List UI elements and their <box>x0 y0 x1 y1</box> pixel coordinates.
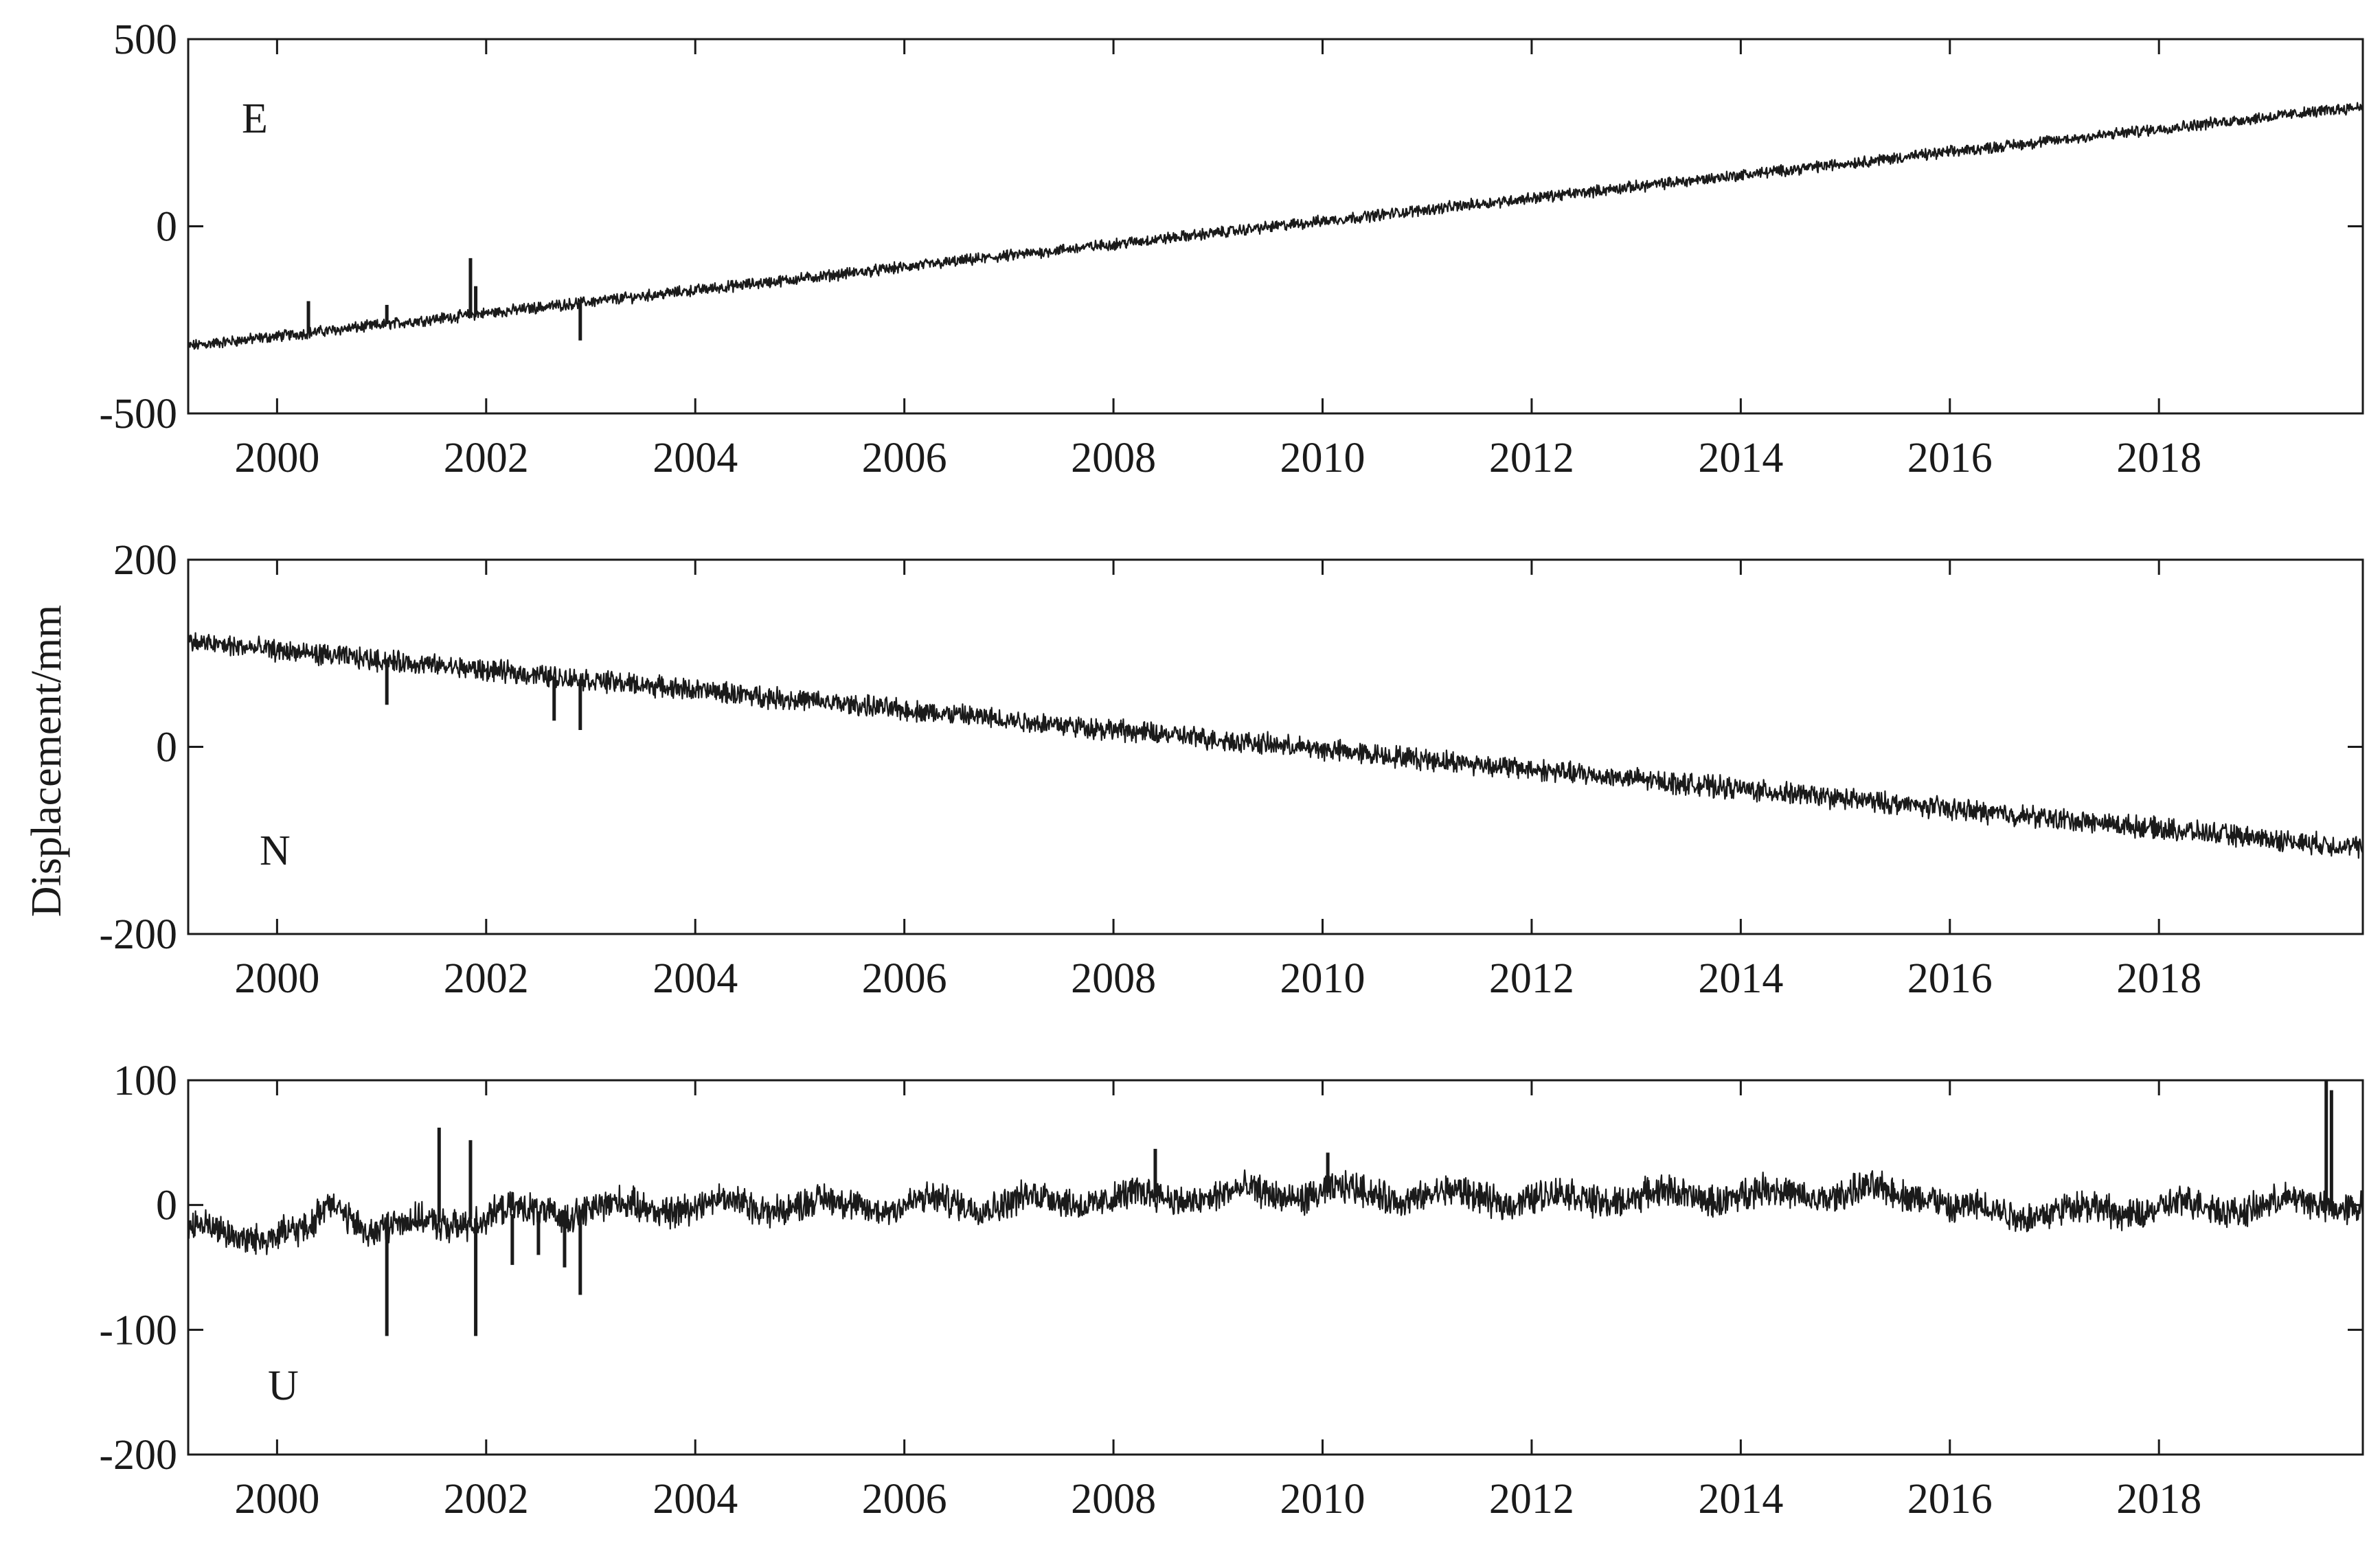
y-ticks <box>188 1079 2363 1456</box>
x-tick-label: 2008 <box>1071 1476 1156 1523</box>
y-tick-label: -200 <box>99 1432 177 1479</box>
x-tick-label: 2014 <box>1698 955 1783 1002</box>
panel-up: 2000 2002 2004 2006 2008 2010 2012 2014 … <box>99 1058 2364 1523</box>
axes-frame <box>187 1079 2364 1456</box>
x-tick-label: 2000 <box>234 1476 319 1523</box>
y-tick-label: -200 <box>99 911 177 958</box>
y-axis-label: Displacement/mm <box>23 605 70 918</box>
x-tick-label: 2010 <box>1280 1476 1365 1523</box>
y-ticks <box>188 38 2363 415</box>
x-ticks <box>275 1080 2160 1455</box>
panel-label-n: N <box>260 828 291 874</box>
series-north <box>188 632 2363 859</box>
x-tick-label: 2008 <box>1071 955 1156 1002</box>
x-tick-label: 2008 <box>1071 435 1156 481</box>
x-tick-label: 2002 <box>444 955 529 1002</box>
x-tick-label: 2018 <box>2116 1476 2201 1523</box>
panel-east: 2000 2002 2004 2006 2008 2010 2012 2014 … <box>99 16 2364 481</box>
series-east <box>188 102 2363 350</box>
x-tick-label: 2004 <box>653 955 738 1002</box>
series-up <box>188 1080 2363 1336</box>
x-tick-label: 2018 <box>2116 955 2201 1002</box>
x-tick-label: 2006 <box>862 1476 947 1523</box>
x-tick-label: 2010 <box>1280 955 1365 1002</box>
x-tick-label: 2006 <box>862 435 947 481</box>
x-tick-label: 2010 <box>1280 435 1365 481</box>
x-tick-label: 2002 <box>444 1476 529 1523</box>
x-ticks <box>275 560 2160 934</box>
panel-label-u: U <box>268 1363 299 1409</box>
y-tick-label: 500 <box>113 16 177 63</box>
x-tick-label: 2002 <box>444 435 529 481</box>
x-tick-label: 2016 <box>1907 1476 1993 1523</box>
series-line-n <box>188 632 2363 859</box>
y-tick-label: 100 <box>113 1058 177 1104</box>
y-tick-label: 0 <box>156 725 177 771</box>
y-tick-label: 0 <box>156 1183 177 1229</box>
x-tick-label: 2000 <box>234 955 319 1002</box>
x-tick-label: 2004 <box>653 1476 738 1523</box>
x-tick-label: 2012 <box>1489 955 1574 1002</box>
x-tick-label: 2004 <box>653 435 738 481</box>
x-tick-label: 2016 <box>1907 435 1993 481</box>
y-tick-label: -100 <box>99 1307 177 1354</box>
x-tick-label: 2018 <box>2116 435 2201 481</box>
y-ticks <box>188 558 2363 935</box>
y-tick-label: 200 <box>113 537 177 584</box>
x-tick-label: 2000 <box>234 435 319 481</box>
x-tick-label: 2006 <box>862 955 947 1002</box>
x-tick-label: 2012 <box>1489 435 1574 481</box>
y-tick-label: 0 <box>156 204 177 251</box>
x-tick-label: 2014 <box>1698 435 1783 481</box>
y-tick-label: -500 <box>99 391 177 437</box>
x-tick-label: 2014 <box>1698 1476 1783 1523</box>
panel-label-e: E <box>242 95 268 142</box>
x-ticks <box>275 39 2160 413</box>
series-line-e <box>188 102 2363 350</box>
x-tick-label: 2012 <box>1489 1476 1574 1523</box>
series-line-u <box>188 1169 2363 1255</box>
x-tick-label: 2016 <box>1907 955 1993 1002</box>
panel-north: 2000 2002 2004 2006 2008 2010 2012 2014 … <box>99 537 2364 1002</box>
